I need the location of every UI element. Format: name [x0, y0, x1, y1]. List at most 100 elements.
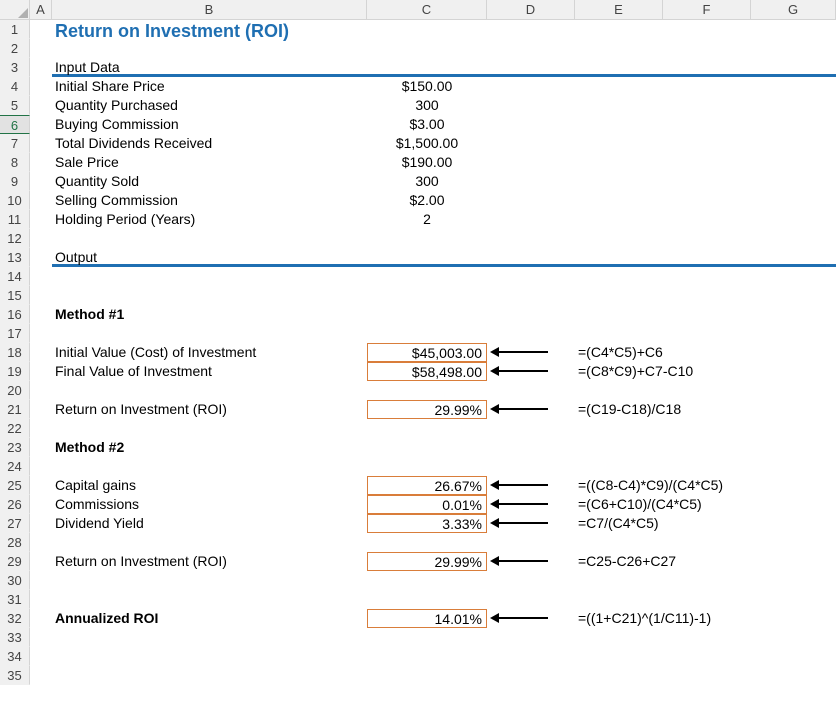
input-value[interactable]: $1,500.00 [367, 134, 487, 153]
input-label[interactable]: Sale Price [52, 153, 367, 172]
row-header-32[interactable]: 32 [0, 609, 30, 628]
formula-text[interactable]: =((C8-C4)*C9)/(C4*C5) [575, 476, 836, 495]
calc-value[interactable]: $58,498.00 [367, 362, 487, 381]
row-header-25[interactable]: 25 [0, 476, 30, 495]
row-header-29[interactable]: 29 [0, 552, 30, 571]
input-value[interactable]: $150.00 [367, 77, 487, 96]
arrow-icon [490, 499, 548, 509]
row-header-31[interactable]: 31 [0, 590, 30, 609]
arrow-cell [487, 552, 575, 571]
col-header-B[interactable]: B [52, 0, 367, 20]
row-header-21[interactable]: 21 [0, 400, 30, 419]
page-title[interactable]: Return on Investment (ROI) [52, 20, 751, 39]
input-value[interactable]: $2.00 [367, 191, 487, 210]
calc-value[interactable]: 29.99% [367, 552, 487, 571]
row-header-28[interactable]: 28 [0, 533, 30, 552]
row-header-30[interactable]: 30 [0, 571, 30, 590]
col-header-D[interactable]: D [487, 0, 575, 20]
row-header-22[interactable]: 22 [0, 419, 30, 438]
col-header-C[interactable]: C [367, 0, 487, 20]
annualized-label[interactable]: Annualized ROI [52, 609, 367, 628]
col-header-E[interactable]: E [575, 0, 663, 20]
row-header-8[interactable]: 8 [0, 153, 30, 172]
input-label[interactable]: Total Dividends Received [52, 134, 367, 153]
formula-text[interactable]: =(C8*C9)+C7-C10 [575, 362, 836, 381]
row-header-35[interactable]: 35 [0, 666, 30, 685]
section-output[interactable]: Output [52, 248, 836, 267]
input-label[interactable]: Holding Period (Years) [52, 210, 367, 229]
row-header-9[interactable]: 9 [0, 172, 30, 191]
input-label[interactable]: Buying Commission [52, 115, 367, 134]
row-header-26[interactable]: 26 [0, 495, 30, 514]
input-label[interactable]: Selling Commission [52, 191, 367, 210]
formula-text[interactable]: =(C19-C18)/C18 [575, 400, 836, 419]
row-header-27[interactable]: 27 [0, 514, 30, 533]
row-header-2[interactable]: 2 [0, 39, 30, 58]
row-header-6[interactable]: 6 [0, 115, 30, 134]
row-header-20[interactable]: 20 [0, 381, 30, 400]
arrow-icon [490, 518, 548, 528]
calc-value[interactable]: 0.01% [367, 495, 487, 514]
worksheet-grid[interactable]: 1 Return on Investment (ROI) 2 3 Input D… [0, 20, 836, 685]
row-header-7[interactable]: 7 [0, 134, 30, 153]
row-header-16[interactable]: 16 [0, 305, 30, 324]
row-header-15[interactable]: 15 [0, 286, 30, 305]
annualized-value[interactable]: 14.01% [367, 609, 487, 628]
row-header-18[interactable]: 18 [0, 343, 30, 362]
calc-label[interactable]: Initial Value (Cost) of Investment [52, 343, 367, 362]
calc-value[interactable]: 29.99% [367, 400, 487, 419]
input-label[interactable]: Initial Share Price [52, 77, 367, 96]
calc-label[interactable]: Final Value of Investment [52, 362, 367, 381]
calc-label[interactable]: Dividend Yield [52, 514, 367, 533]
row-header-4[interactable]: 4 [0, 77, 30, 96]
arrow-cell [487, 476, 575, 495]
calc-label[interactable]: Commissions [52, 495, 367, 514]
section-input-data[interactable]: Input Data [52, 58, 836, 77]
row-header-17[interactable]: 17 [0, 324, 30, 343]
formula-text[interactable]: =(C6+C10)/(C4*C5) [575, 495, 836, 514]
calc-value[interactable]: $45,003.00 [367, 343, 487, 362]
arrow-icon [490, 366, 548, 376]
row-header-5[interactable]: 5 [0, 96, 30, 115]
input-value[interactable]: 2 [367, 210, 487, 229]
input-value[interactable]: $190.00 [367, 153, 487, 172]
method2-title[interactable]: Method #2 [52, 438, 367, 457]
method1-title[interactable]: Method #1 [52, 305, 367, 324]
formula-text[interactable]: =C25-C26+C27 [575, 552, 836, 571]
calc-label[interactable]: Return on Investment (ROI) [52, 552, 367, 571]
arrow-icon [490, 347, 548, 357]
calc-value[interactable]: 26.67% [367, 476, 487, 495]
row-header-33[interactable]: 33 [0, 628, 30, 647]
column-headers-row: A B C D E F G [0, 0, 836, 20]
row-header-11[interactable]: 11 [0, 210, 30, 229]
arrow-icon [490, 613, 548, 623]
formula-text[interactable]: =C7/(C4*C5) [575, 514, 836, 533]
row-header-10[interactable]: 10 [0, 191, 30, 210]
row-header-24[interactable]: 24 [0, 457, 30, 476]
input-value[interactable]: 300 [367, 96, 487, 115]
cell-A1[interactable] [30, 20, 52, 39]
row-header-12[interactable]: 12 [0, 229, 30, 248]
row-header-34[interactable]: 34 [0, 647, 30, 666]
calc-label[interactable]: Capital gains [52, 476, 367, 495]
input-label[interactable]: Quantity Sold [52, 172, 367, 191]
row-header-3[interactable]: 3 [0, 58, 30, 77]
row-header-14[interactable]: 14 [0, 267, 30, 286]
select-all-corner[interactable] [0, 0, 30, 20]
input-value[interactable]: 300 [367, 172, 487, 191]
calc-label[interactable]: Return on Investment (ROI) [52, 400, 367, 419]
col-header-F[interactable]: F [663, 0, 751, 20]
row-header-19[interactable]: 19 [0, 362, 30, 381]
arrow-cell [487, 495, 575, 514]
col-header-G[interactable]: G [751, 0, 836, 20]
row-header-1[interactable]: 1 [0, 20, 30, 39]
input-label[interactable]: Quantity Purchased [52, 96, 367, 115]
arrow-cell [487, 400, 575, 419]
formula-text[interactable]: =(C4*C5)+C6 [575, 343, 836, 362]
row-header-23[interactable]: 23 [0, 438, 30, 457]
row-header-13[interactable]: 13 [0, 248, 30, 267]
input-value[interactable]: $3.00 [367, 115, 487, 134]
col-header-A[interactable]: A [30, 0, 52, 20]
formula-text[interactable]: =((1+C21)^(1/C11)-1) [575, 609, 836, 628]
calc-value[interactable]: 3.33% [367, 514, 487, 533]
